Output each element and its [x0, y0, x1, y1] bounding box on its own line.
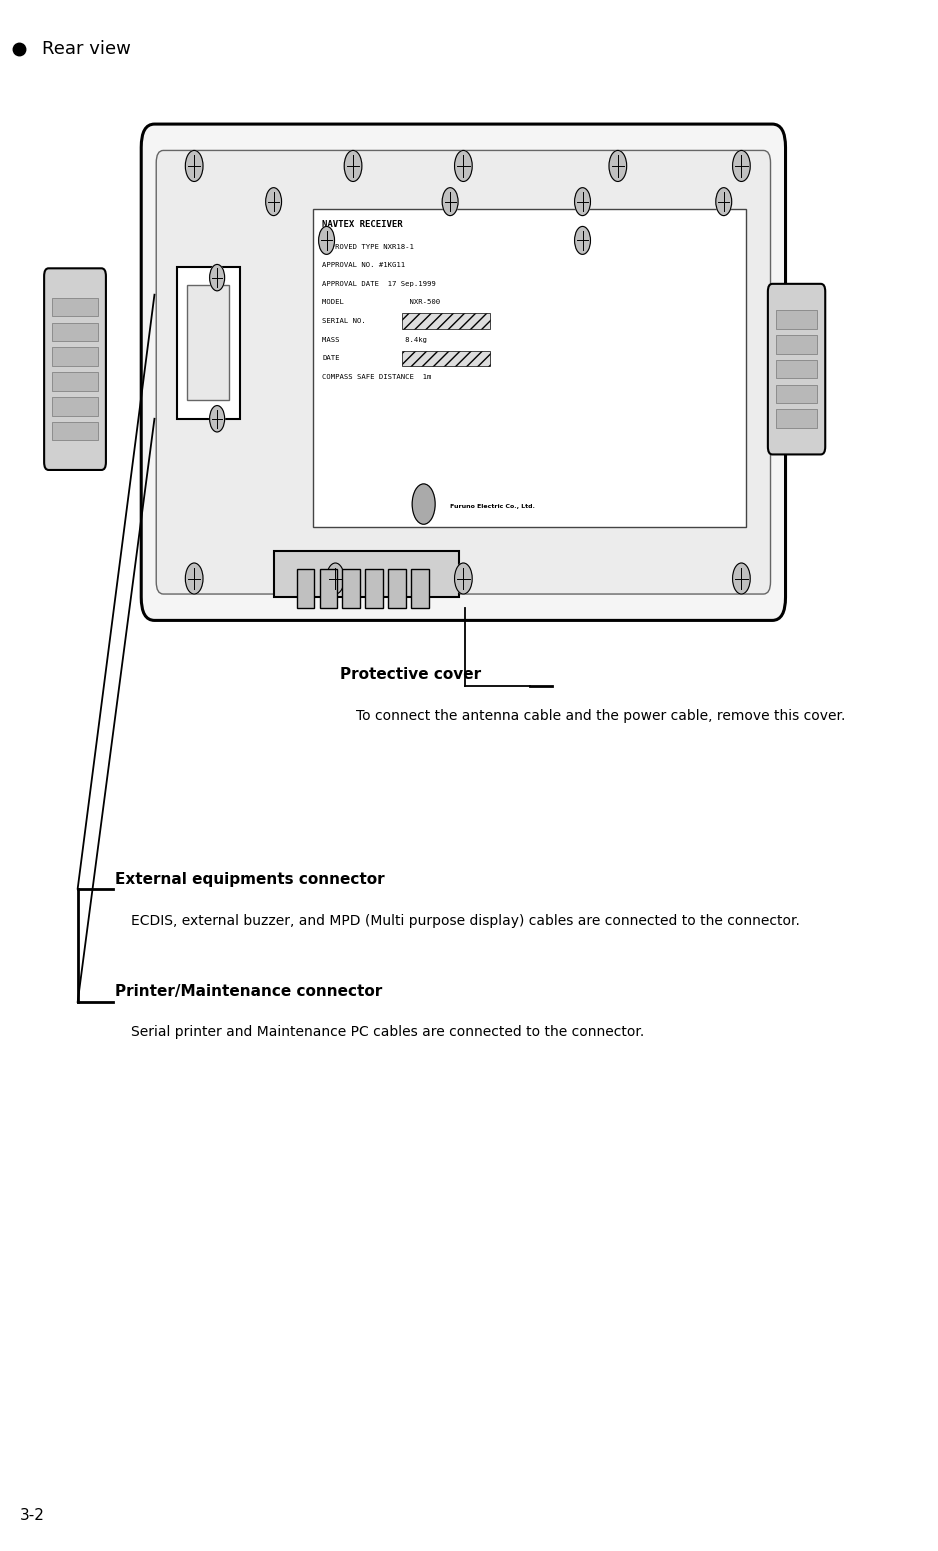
Bar	[176, 267, 240, 419]
Text: ECDIS, external buzzer, and MPD (Multi purpose display) cables are connected to : ECDIS, external buzzer, and MPD (Multi p…	[130, 914, 799, 927]
FancyBboxPatch shape	[157, 150, 770, 594]
Bar	[776, 385, 817, 403]
Circle shape	[575, 226, 590, 254]
Circle shape	[209, 406, 224, 433]
Text: Serial printer and Maintenance PC cables are connected to the connector.: Serial printer and Maintenance PC cables…	[130, 1025, 643, 1039]
Text: COMPASS SAFE DISTANCE  1m: COMPASS SAFE DISTANCE 1m	[322, 374, 431, 380]
Circle shape	[455, 150, 472, 181]
Text: External equipments connector: External equipments connector	[114, 872, 385, 887]
Bar	[53, 397, 98, 416]
Circle shape	[442, 188, 458, 216]
Bar	[187, 285, 230, 400]
Bar	[366, 569, 383, 608]
Text: MODEL               NXR-500: MODEL NXR-500	[322, 299, 440, 306]
Text: Furuno Electric Co., Ltd.: Furuno Electric Co., Ltd.	[450, 504, 535, 509]
Text: 3-2: 3-2	[20, 1508, 44, 1523]
Bar	[274, 551, 459, 597]
Text: APPROVED TYPE NXR18-1: APPROVED TYPE NXR18-1	[322, 244, 414, 250]
Circle shape	[326, 563, 344, 594]
Bar	[53, 298, 98, 316]
Circle shape	[344, 150, 362, 181]
Circle shape	[716, 188, 732, 216]
Circle shape	[265, 188, 281, 216]
Text: APPROVAL DATE  17 Sep.1999: APPROVAL DATE 17 Sep.1999	[322, 281, 436, 287]
Text: Printer/Maintenance connector: Printer/Maintenance connector	[114, 983, 382, 999]
Text: To connect the antenna cable and the power cable, remove this cover.: To connect the antenna cable and the pow…	[356, 709, 845, 723]
Circle shape	[209, 265, 224, 292]
Bar	[342, 569, 360, 608]
Bar	[401, 351, 490, 366]
Bar	[776, 409, 817, 428]
Bar	[401, 313, 490, 329]
Text: NAVTEX RECEIVER: NAVTEX RECEIVER	[322, 220, 402, 230]
Bar	[53, 323, 98, 341]
Circle shape	[186, 150, 203, 181]
Text: Protective cover: Protective cover	[340, 667, 481, 682]
Bar	[411, 569, 429, 608]
FancyBboxPatch shape	[142, 124, 785, 620]
Circle shape	[733, 563, 750, 594]
Bar	[776, 360, 817, 378]
Text: DATE: DATE	[322, 355, 340, 361]
Circle shape	[186, 563, 203, 594]
Circle shape	[319, 226, 335, 254]
Bar	[388, 569, 406, 608]
Circle shape	[412, 484, 435, 524]
Circle shape	[733, 150, 750, 181]
Text: Rear view: Rear view	[42, 40, 131, 57]
Bar	[296, 569, 314, 608]
Circle shape	[609, 150, 627, 181]
Text: APPROVAL NO. #1KG11: APPROVAL NO. #1KG11	[322, 262, 405, 268]
Bar	[53, 372, 98, 391]
Bar	[313, 209, 746, 527]
Bar	[53, 422, 98, 440]
Circle shape	[575, 188, 590, 216]
FancyBboxPatch shape	[44, 268, 106, 470]
Bar	[320, 569, 337, 608]
Bar	[776, 335, 817, 354]
Bar	[776, 310, 817, 329]
Bar	[53, 347, 98, 366]
Text: SERIAL NO.: SERIAL NO.	[322, 318, 366, 324]
Circle shape	[455, 563, 472, 594]
Text: MASS               8.4kg: MASS 8.4kg	[322, 337, 427, 343]
FancyBboxPatch shape	[768, 284, 825, 454]
